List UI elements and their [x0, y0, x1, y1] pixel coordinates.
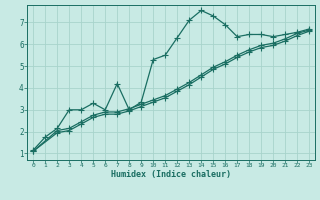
X-axis label: Humidex (Indice chaleur): Humidex (Indice chaleur) [111, 170, 231, 179]
